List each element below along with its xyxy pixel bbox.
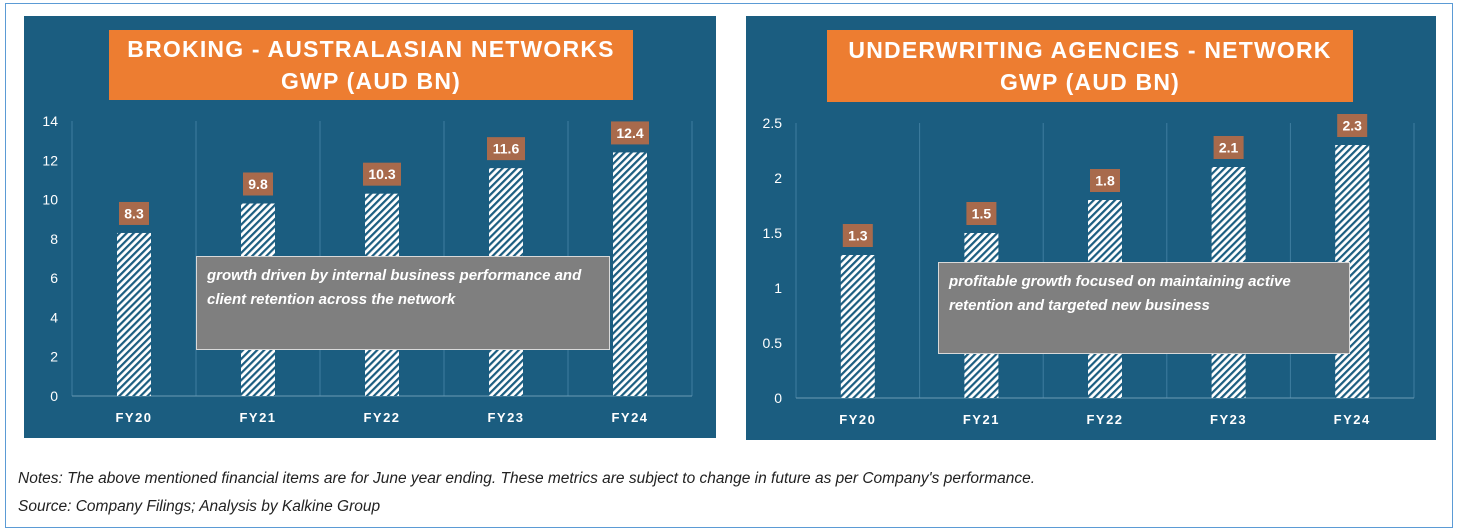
broking-bar bbox=[613, 152, 647, 396]
underwriting-y-tick-label: 2.5 bbox=[763, 115, 783, 131]
underwriting-y-tick-label: 0.5 bbox=[763, 335, 783, 351]
broking-x-tick-label: FY23 bbox=[487, 410, 524, 425]
broking-y-tick-label: 6 bbox=[50, 270, 58, 286]
underwriting-data-label-box bbox=[1090, 169, 1120, 192]
broking-data-label: 9.8 bbox=[248, 176, 268, 192]
underwriting-x-tick-label: FY23 bbox=[1210, 412, 1247, 427]
broking-y-tick-label: 12 bbox=[42, 152, 58, 168]
underwriting-data-label: 1.3 bbox=[848, 228, 868, 244]
underwriting-data-label: 2.1 bbox=[1219, 140, 1239, 156]
underwriting-data-label: 1.8 bbox=[1095, 173, 1115, 189]
underwriting-x-tick-label: FY24 bbox=[1334, 412, 1371, 427]
broking-bar bbox=[117, 232, 151, 396]
broking-y-tick-label: 8 bbox=[50, 231, 58, 247]
underwriting-y-tick-label: 2 bbox=[774, 170, 782, 186]
broking-data-label-box bbox=[243, 172, 273, 196]
underwriting-data-label-box bbox=[1213, 136, 1244, 159]
broking-x-tick-label: FY21 bbox=[239, 410, 276, 425]
underwriting-chart-title: UNDERWRITING AGENCIES - NETWORK GWP (AUD… bbox=[827, 30, 1353, 102]
underwriting-data-label: 2.3 bbox=[1342, 118, 1362, 134]
broking-x-tick-label: FY24 bbox=[611, 410, 648, 425]
underwriting-y-tick-label: 1.5 bbox=[763, 225, 783, 241]
broking-data-label: 10.3 bbox=[368, 166, 395, 182]
broking-title-line-2: GWP (AUD BN) bbox=[280, 68, 462, 94]
underwriting-x-tick-label: FY21 bbox=[963, 412, 1000, 427]
broking-x-tick-label: FY22 bbox=[363, 410, 400, 425]
underwriting-title-line-2: GWP (AUD BN) bbox=[999, 69, 1181, 95]
broking-y-tick-label: 14 bbox=[42, 113, 58, 129]
broking-data-label: 11.6 bbox=[493, 141, 520, 157]
underwriting-data-label-box bbox=[966, 202, 997, 225]
broking-data-label-box bbox=[363, 162, 401, 186]
broking-x-tick-label: FY20 bbox=[115, 410, 152, 425]
underwriting-x-tick-label: FY22 bbox=[1086, 412, 1123, 427]
underwriting-x-tick-label: FY20 bbox=[839, 412, 876, 427]
broking-y-tick-label: 2 bbox=[50, 349, 58, 365]
broking-data-label-box bbox=[119, 201, 149, 225]
broking-annotation: growth driven by internal business perfo… bbox=[196, 256, 610, 350]
broking-chart-panel: 0 2 4 6 8 10 12 14 8.3 FY20 9.8 FY21 10.3 FY22 11.6 FY2… bbox=[24, 16, 716, 438]
underwriting-data-label-box bbox=[842, 224, 873, 247]
underwriting-bar bbox=[840, 255, 875, 398]
broking-title-line-1: BROKING - AUSTRALASIAN NETWORKS bbox=[127, 36, 615, 62]
broking-data-label: 12.4 bbox=[616, 125, 643, 141]
broking-data-label-box bbox=[487, 137, 525, 161]
underwriting-annotation: profitable growth focused on maintaining… bbox=[938, 262, 1350, 354]
broking-data-label: 8.3 bbox=[124, 205, 144, 221]
footer-notes: Notes: The above mentioned financial ite… bbox=[18, 470, 1036, 487]
underwriting-y-tick-label: 0 bbox=[774, 390, 782, 406]
underwriting-data-label: 1.5 bbox=[972, 206, 992, 222]
broking-data-label-box bbox=[611, 121, 649, 145]
underwriting-title-line-1: UNDERWRITING AGENCIES - NETWORK bbox=[848, 37, 1332, 63]
underwriting-chart-panel: 0 0.5 1 1.5 2 2.5 1.3 FY20 1.5 FY21 1.8 FY22 2.1 FY23… bbox=[746, 16, 1436, 440]
underwriting-y-tick-label: 1 bbox=[774, 280, 782, 296]
broking-chart: 0 2 4 6 8 10 12 14 8.3 FY20 9.8 FY21 10.3 FY22 11.6 FY2… bbox=[42, 113, 693, 425]
underwriting-data-label-box bbox=[1337, 114, 1368, 137]
broking-y-tick-label: 10 bbox=[42, 192, 58, 208]
broking-y-tick-label: 4 bbox=[50, 309, 58, 325]
footer-source: Source: Company Filings; Analysis by Kal… bbox=[18, 498, 381, 515]
broking-y-tick-label: 0 bbox=[50, 388, 58, 404]
broking-chart-title: BROKING - AUSTRALASIAN NETWORKS GWP (AUD… bbox=[109, 30, 633, 100]
